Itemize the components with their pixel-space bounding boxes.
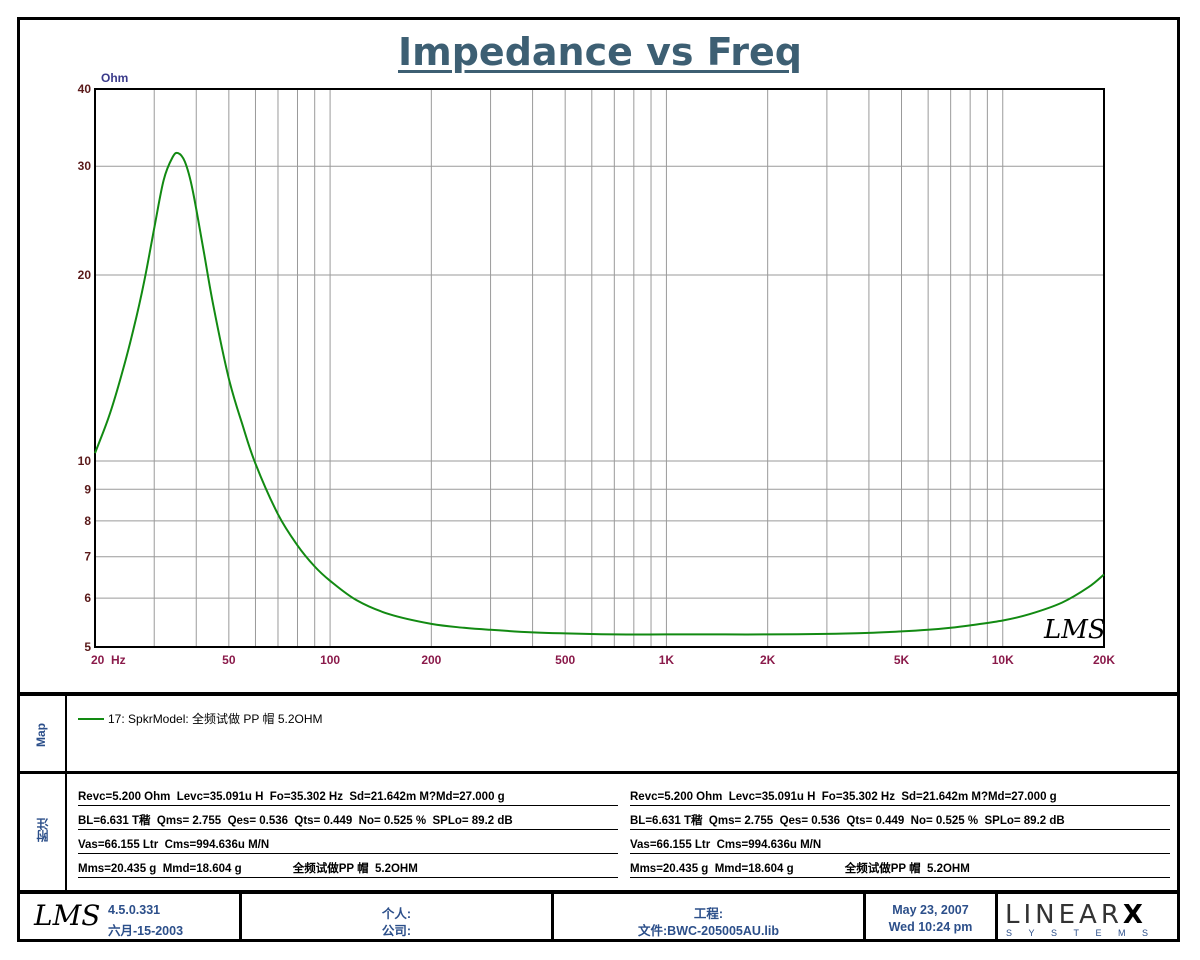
y-tick-label: 20 (78, 268, 92, 282)
x-tick-label: 5K (894, 653, 910, 667)
map-side-label: Map (34, 723, 48, 747)
side-column-divider (65, 695, 67, 891)
person-label: 个人: (381, 907, 412, 921)
version-date: 六月-15-2003 (108, 924, 184, 938)
outer-frame (17, 17, 1180, 942)
y-tick-label: 8 (84, 514, 91, 528)
x-tick-label: 50 (222, 653, 236, 667)
linearx-logo-text: LINEAR (1005, 900, 1123, 930)
x-tick-label: 20 Hz (91, 653, 126, 667)
version-number: 4.5.0.331 (108, 903, 161, 917)
note-left-2: BL=6.631 T稭 Qms= 2.755 Qes= 0.536 Qts= 0… (78, 814, 618, 830)
plot-area (94, 88, 1105, 648)
footer-divider-4 (995, 894, 998, 941)
y-tick-label: 6 (84, 591, 91, 605)
note-right-2: BL=6.631 T稭 Qms= 2.755 Qes= 0.536 Qts= 0… (630, 814, 1170, 830)
linearx-logo-x: X (1122, 900, 1147, 930)
note-right-4: Mms=20.435 g Mmd=18.604 g 全频试做PP 帽 5.2OH… (630, 862, 1170, 878)
x-tick-label: 500 (555, 653, 575, 667)
x-tick-label: 20K (1093, 653, 1115, 667)
y-tick-label: 30 (78, 159, 92, 173)
x-tick-label: 2K (760, 653, 776, 667)
legend-entry[interactable]: 17: SpkrModel: 全频试做 PP 帽 5.2OHM (78, 710, 323, 727)
curve-layer (94, 151, 1105, 636)
footer-divider-3 (863, 894, 866, 941)
y-tick-label: 9 (84, 482, 91, 496)
y-tick-label: 7 (84, 550, 91, 564)
notes-side-label: 附注 (36, 818, 50, 842)
linearx-logo: LINEARX (1005, 900, 1147, 930)
lms-logo: LMS (34, 899, 101, 932)
divider-notes-footer (17, 890, 1180, 894)
print-time: Wed 10:24 pm (888, 920, 973, 934)
y-tick-label: 5 (84, 640, 91, 654)
note-left-1: Revc=5.200 Ohm Levc=35.091u H Fo=35.302 … (78, 790, 618, 806)
footer-divider-2 (551, 894, 554, 941)
legend-line-swatch (78, 717, 104, 720)
chart-grid (95, 89, 1104, 647)
file-label: 文件:BWC-205005AU.lib (638, 924, 779, 938)
chart-title: Impedance vs Freq (398, 30, 802, 74)
note-right-3: Vas=66.155 Ltr Cms=994.636u M/N (630, 838, 1170, 854)
x-tick-labels: 20 Hz 50 100 200 500 1K 2K 5K 10K 20K (91, 653, 1115, 667)
project-label: 工程: (693, 907, 724, 921)
company-label: 公司: (381, 924, 412, 938)
x-tick-label: 1K (659, 653, 675, 667)
y-axis-label: Ohm (101, 71, 128, 85)
y-tick-label: 40 (78, 82, 92, 96)
footer-divider-1 (239, 894, 242, 941)
print-date: May 23, 2007 (892, 903, 969, 917)
y-tick-label: 10 (78, 454, 92, 468)
legend-entry-label: 17: SpkrModel: 全频试做 PP 帽 5.2OHM (108, 712, 323, 726)
divider-chart-map (17, 692, 1180, 696)
impedance-curve (94, 151, 1105, 636)
y-tick-labels: 40 30 20 10 9 8 7 6 5 (78, 82, 92, 654)
x-tick-label: 100 (320, 653, 340, 667)
note-left-4: Mms=20.435 g Mmd=18.604 g 全频试做PP 帽 5.2OH… (78, 862, 618, 878)
x-tick-label: 10K (992, 653, 1014, 667)
note-left-3: Vas=66.155 Ltr Cms=994.636u M/N (78, 838, 618, 854)
lms-watermark: LMS (1043, 615, 1106, 645)
x-tick-label: 200 (421, 653, 441, 667)
divider-map-notes (17, 771, 1180, 774)
note-right-1: Revc=5.200 Ohm Levc=35.091u H Fo=35.302 … (630, 790, 1170, 806)
linearx-systems: SYSTEMS (1006, 928, 1165, 938)
